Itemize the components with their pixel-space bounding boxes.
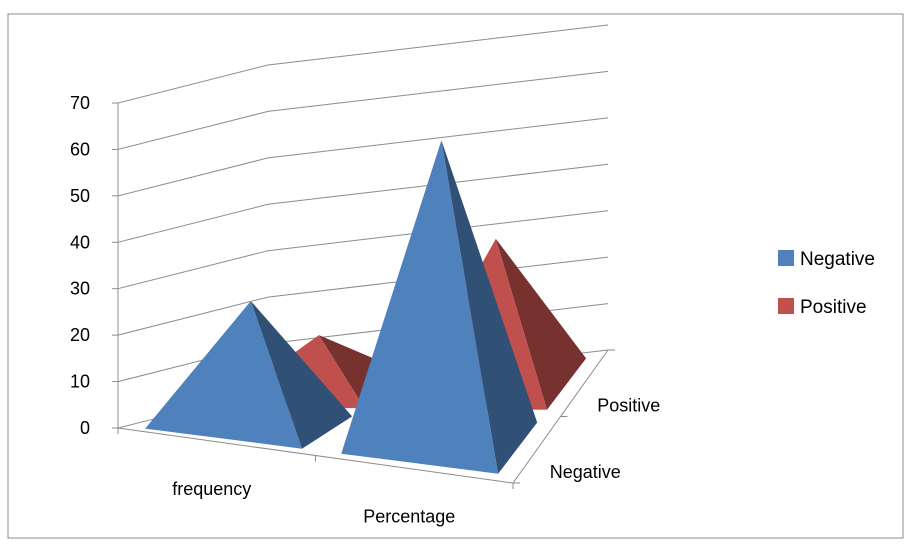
x-tick-label: frequency	[172, 479, 251, 499]
y-tick-label: 40	[70, 232, 90, 252]
pyramid-front-face	[145, 301, 302, 449]
y-tick-label: 10	[70, 372, 90, 392]
legend-label-negative: Negative	[800, 249, 875, 270]
depth-tick-labels: Negative Positive	[513, 349, 660, 484]
pyramid-side-face	[441, 140, 538, 474]
pyramid-front-face	[341, 140, 499, 474]
pyramid-negative-frequency	[145, 301, 353, 449]
gridline	[117, 70, 609, 150]
pyramid-negative-percentage	[341, 140, 538, 474]
legend-swatch-positive	[778, 298, 794, 314]
y-tick-label: 60	[70, 139, 90, 159]
data-pyramids	[145, 140, 587, 474]
x-tick-labels: frequency Percentage	[117, 428, 514, 526]
y-tick-label: 70	[70, 93, 90, 113]
gridline	[117, 24, 609, 104]
pyramid-side-face	[250, 301, 353, 449]
y-tick-label: 30	[70, 279, 90, 299]
depth-tick-label: Negative	[550, 462, 621, 482]
pyramid-side-face	[495, 238, 587, 410]
gridline	[117, 163, 609, 243]
depth-tick-label: Positive	[597, 395, 660, 415]
gridline	[117, 117, 609, 197]
y-tick-label: 20	[70, 325, 90, 345]
x-tick-label: Percentage	[363, 506, 455, 526]
legend-swatch-negative	[778, 250, 794, 266]
legend: Negative Positive	[778, 249, 875, 318]
y-tick-labels: 0 10 20 30 40 50 60 70	[70, 93, 118, 438]
legend-label-positive: Positive	[800, 297, 867, 318]
y-tick-label: 0	[80, 418, 90, 438]
y-tick-label: 50	[70, 186, 90, 206]
gridline	[117, 210, 609, 290]
